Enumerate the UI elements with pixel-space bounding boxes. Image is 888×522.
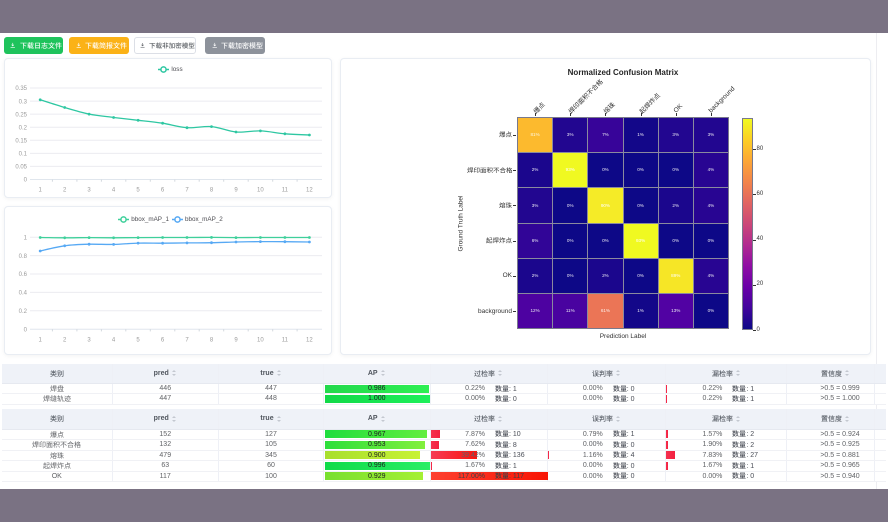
svg-text:0.15: 0.15 <box>15 138 27 144</box>
svg-text:6: 6 <box>161 338 165 344</box>
svg-text:10: 10 <box>257 188 264 194</box>
svg-text:5: 5 <box>136 188 140 194</box>
svg-text:4: 4 <box>112 338 116 344</box>
svg-text:2: 2 <box>63 338 67 344</box>
svg-text:0.05: 0.05 <box>15 165 27 171</box>
svg-text:1: 1 <box>39 188 43 194</box>
svg-text:0.8: 0.8 <box>19 254 28 260</box>
svg-text:11: 11 <box>282 188 289 194</box>
svg-text:6: 6 <box>161 188 165 194</box>
svg-text:0: 0 <box>24 327 28 333</box>
svg-text:12: 12 <box>306 188 313 194</box>
svg-text:0.1: 0.1 <box>19 152 28 158</box>
svg-text:1: 1 <box>39 338 43 344</box>
svg-text:0.6: 0.6 <box>19 272 28 278</box>
svg-text:11: 11 <box>282 338 289 344</box>
svg-text:0.25: 0.25 <box>15 112 27 118</box>
svg-text:7: 7 <box>185 188 189 194</box>
svg-text:1: 1 <box>24 235 28 241</box>
svg-text:0.4: 0.4 <box>19 291 28 297</box>
svg-text:3: 3 <box>87 188 91 194</box>
svg-text:2: 2 <box>63 188 67 194</box>
svg-text:0.3: 0.3 <box>19 99 28 105</box>
svg-text:4: 4 <box>112 188 116 194</box>
svg-text:3: 3 <box>87 338 91 344</box>
svg-text:10: 10 <box>257 338 264 344</box>
svg-text:0.2: 0.2 <box>19 309 28 315</box>
svg-text:0.35: 0.35 <box>15 86 27 92</box>
svg-text:12: 12 <box>306 338 313 344</box>
svg-text:9: 9 <box>234 188 238 194</box>
svg-text:9: 9 <box>234 338 238 344</box>
svg-text:7: 7 <box>185 338 189 344</box>
svg-text:8: 8 <box>210 338 214 344</box>
svg-text:0: 0 <box>24 178 28 184</box>
svg-text:0.2: 0.2 <box>19 125 28 131</box>
svg-text:5: 5 <box>136 338 140 344</box>
svg-text:8: 8 <box>210 188 214 194</box>
